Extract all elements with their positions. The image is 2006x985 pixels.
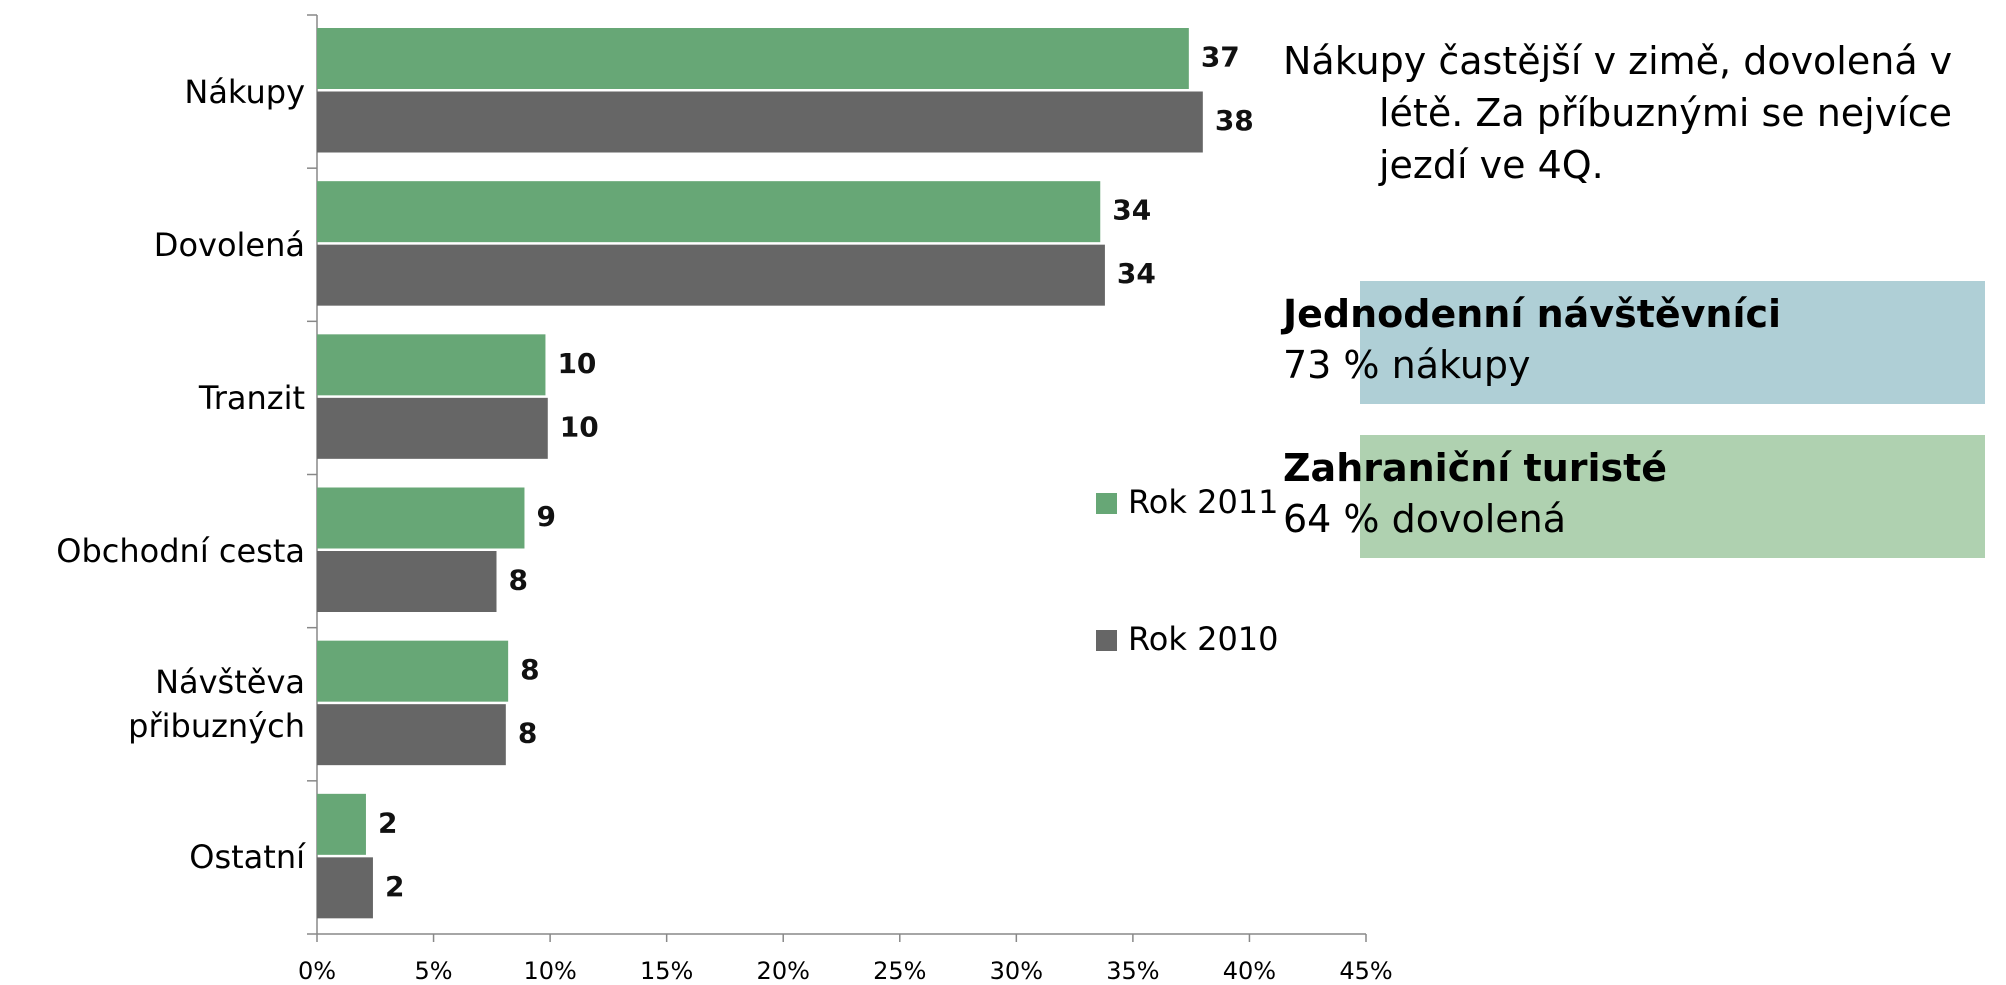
- bar: [317, 334, 546, 396]
- data-label: 10: [557, 347, 596, 380]
- data-label: 37: [1201, 41, 1240, 74]
- bar: [317, 640, 509, 702]
- data-label: 10: [560, 410, 599, 443]
- x-tick-label: 5%: [415, 957, 453, 985]
- bar: [317, 704, 506, 766]
- info-heading: Jednodenní návštěvníci: [1283, 292, 1782, 336]
- category-label: Tranzit: [198, 378, 305, 417]
- data-label: 38: [1215, 104, 1254, 137]
- bar: [317, 244, 1105, 306]
- info-text: Jednodenní návštěvníci 73 % nákupy: [1283, 289, 1781, 391]
- x-tick-label: 10%: [523, 957, 576, 985]
- info-text: Zahraniční turisté 64 % dovolená: [1283, 443, 1667, 545]
- bar: [317, 397, 548, 459]
- legend-swatch: [1096, 630, 1117, 651]
- bar: [317, 551, 497, 612]
- legend-label: Rok 2011: [1128, 483, 1279, 521]
- x-tick-label: 25%: [873, 957, 926, 985]
- data-label: 8: [518, 717, 537, 750]
- category-label: Návštěva přibuzných: [128, 663, 305, 746]
- bar: [317, 28, 1189, 89]
- bar: [317, 181, 1101, 243]
- bar: [317, 793, 366, 855]
- x-tick-label: 0%: [298, 957, 336, 985]
- info-heading: Zahraniční turisté: [1283, 446, 1668, 490]
- category-label: Dovolená: [153, 225, 305, 264]
- category-label: Obchodní cesta: [56, 532, 305, 571]
- info-value: 64 % dovolená: [1283, 497, 1567, 541]
- legend-label: Rok 2010: [1128, 620, 1279, 658]
- x-tick-label: 20%: [757, 957, 810, 985]
- category-label: Nákupy: [184, 72, 305, 111]
- x-tick-label: 45%: [1339, 957, 1392, 985]
- category-label: Ostatní: [189, 838, 305, 877]
- legend-swatch: [1096, 493, 1117, 514]
- x-tick-label: 40%: [1223, 957, 1276, 985]
- x-tick-label: 30%: [990, 957, 1043, 985]
- x-tick-label: 35%: [1106, 957, 1159, 985]
- data-label: 2: [378, 806, 397, 839]
- bar: [317, 857, 373, 919]
- bar: [317, 487, 525, 549]
- info-box: [1360, 435, 1985, 558]
- data-label: 9: [536, 500, 555, 533]
- note: Nákupy častější v zimě, dovolená v létě.…: [1283, 39, 1953, 187]
- info-box: [1360, 281, 1985, 404]
- data-label: 34: [1112, 194, 1151, 227]
- data-label: 8: [508, 564, 527, 597]
- info-value: 73 % nákupy: [1283, 343, 1531, 387]
- data-label: 34: [1117, 257, 1156, 290]
- data-label: 8: [520, 653, 539, 686]
- bar: [317, 91, 1203, 153]
- x-tick-label: 15%: [640, 957, 693, 985]
- data-label: 2: [385, 870, 404, 903]
